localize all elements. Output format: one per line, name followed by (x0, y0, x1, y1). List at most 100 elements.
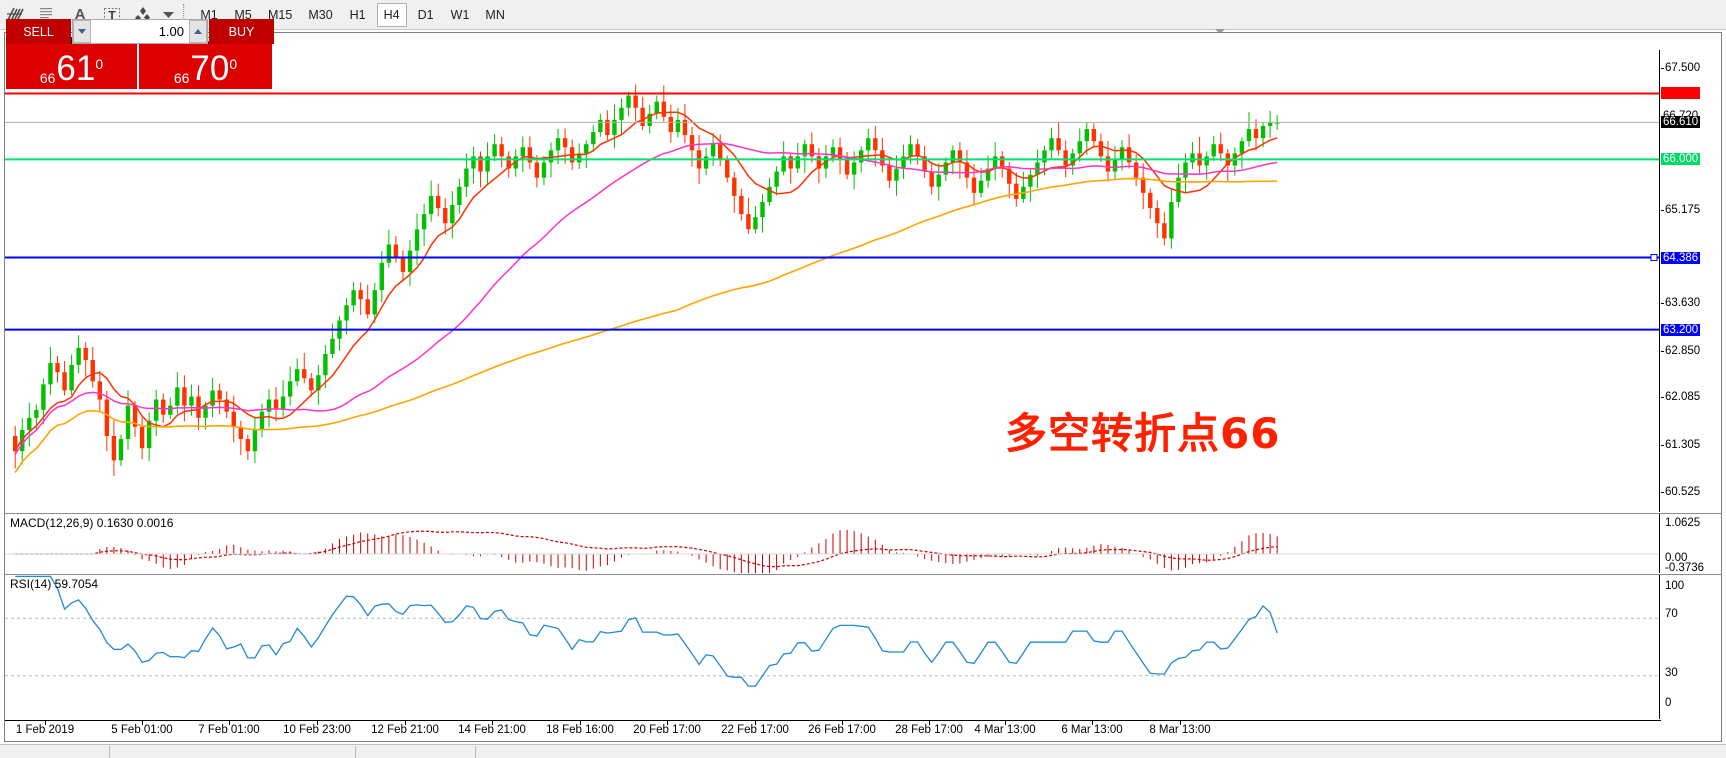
rsi-tick-label: 100 (1665, 580, 1685, 592)
time-axis-tick (580, 720, 581, 725)
sell-price-display[interactable]: 66 61 0 (6, 44, 139, 89)
price-tick-label: 62.850 (1665, 344, 1701, 357)
time-axis-tick (229, 720, 230, 725)
time-axis-label: 6 Mar 13:00 (1061, 724, 1123, 736)
sell-price-big: 61 (56, 49, 96, 88)
price-tick (1661, 68, 1664, 70)
buy-price-display[interactable]: 66 70 0 (139, 44, 272, 89)
price-tick-label: 65.175 (1665, 203, 1701, 216)
rsi-axis[interactable]: 100 70 30 0 (1659, 575, 1721, 719)
price-plot-area[interactable] (5, 50, 1721, 512)
time-axis-label: 1 Feb 2019 (15, 724, 75, 736)
price-tick-label: 60.525 (1665, 486, 1701, 499)
time-axis-label: 28 Feb 17:00 (895, 724, 963, 736)
one-click-top-row: SELL 1.00 BUY (6, 19, 274, 44)
chart-window: UKOil-,H4 66.610 66.670 66.550 66.610 67… (4, 32, 1722, 742)
chevron-down-icon (78, 29, 86, 34)
macd-chart-svg (5, 529, 1659, 573)
price-tick-label: 67.500 (1665, 62, 1701, 75)
volume-increase-button[interactable] (189, 20, 207, 43)
price-tick (1661, 209, 1664, 211)
price-tick (1661, 444, 1664, 446)
time-axis-label: 14 Feb 21:00 (458, 724, 526, 736)
time-axis-label: 26 Feb 17:00 (808, 724, 876, 736)
time-axis-label: 12 Feb 21:00 (371, 724, 439, 736)
timeframe-m1[interactable]: M1 (200, 7, 218, 22)
sell-price-fraction: 0 (95, 56, 104, 72)
status-cell (476, 745, 1726, 758)
price-tick (1661, 350, 1664, 352)
price-pane: 67.500 65.175 63.630 62.850 62.085 61.305 60.5… (5, 50, 1721, 512)
macd-label: MACD(12,26,9) 0.1630 0.0016 (10, 516, 174, 530)
dropdown-arrow-icon[interactable] (160, 1, 176, 29)
svg-text:T: T (108, 8, 116, 22)
rsi-tick-label: 30 (1665, 667, 1678, 679)
time-axis-tick (1092, 720, 1093, 725)
timeframe-d1[interactable]: D1 (417, 7, 434, 22)
time-axis-tick (405, 720, 406, 725)
time-axis-tick (142, 720, 143, 725)
rsi-tick-label: 70 (1665, 608, 1678, 620)
timeframe-m15[interactable]: M15 (268, 7, 293, 22)
macd-tick-label: 0.00 (1665, 552, 1688, 564)
time-axis-label: 20 Feb 17:00 (633, 724, 701, 736)
rsi-plot-area[interactable] (5, 575, 1721, 719)
price-tick-label: 61.305 (1665, 438, 1701, 451)
time-axis-label: 7 Feb 01:00 (198, 724, 260, 736)
level-price-tag[interactable]: 66.000 (1661, 153, 1701, 166)
price-tick-label: 63.630 (1665, 297, 1701, 310)
level-price-tag[interactable]: 67.085 (1661, 87, 1701, 100)
pane-splitter-handle[interactable] (1215, 29, 1225, 34)
chevron-up-icon (194, 29, 202, 34)
time-axis-label: 8 Mar 13:00 (1149, 724, 1211, 736)
buy-price-big: 70 (190, 49, 230, 88)
time-axis-tick (45, 720, 46, 725)
buy-price-fraction: 0 (229, 56, 238, 72)
one-click-price-row: 66 61 0 66 70 0 (6, 44, 274, 89)
price-tick (1661, 492, 1664, 494)
time-axis-label: 5 Feb 01:00 (111, 724, 173, 736)
status-cell (0, 745, 110, 758)
last-price-tag[interactable]: 66.610 (1661, 116, 1701, 129)
buy-button[interactable]: BUY (209, 19, 274, 44)
time-axis-label: 22 Feb 17:00 (721, 724, 789, 736)
status-cell (110, 745, 116, 758)
timeframe-mn[interactable]: MN (485, 7, 505, 22)
timeframe-w1[interactable]: W1 (450, 7, 470, 22)
volume-decrease-button[interactable] (73, 20, 91, 43)
time-axis-tick (1180, 720, 1181, 725)
rsi-chart-svg (5, 575, 1659, 687)
price-tick (1661, 397, 1664, 399)
timeframe-h4[interactable]: H4 (376, 2, 407, 27)
timeframe-m30[interactable]: M30 (308, 7, 333, 22)
macd-plot-area[interactable] (5, 514, 1721, 573)
time-axis-tick (755, 720, 756, 725)
time-axis-label: 18 Feb 16:00 (546, 724, 614, 736)
time-axis-tick (929, 720, 930, 725)
level-price-tag[interactable]: 63.200 (1661, 323, 1701, 336)
status-cell (116, 745, 356, 758)
volume-stepper[interactable]: 1.00 (72, 19, 208, 44)
time-axis-tick (667, 720, 668, 725)
price-axis[interactable]: 67.500 65.175 63.630 62.850 62.085 61.305 60.5… (1659, 50, 1721, 512)
macd-pane: MACD(12,26,9) 0.1630 0.0016 1.0625 0.00 … (5, 513, 1721, 574)
sell-button[interactable]: SELL (6, 19, 71, 44)
sell-price-prefix: 66 (39, 70, 56, 86)
rsi-tick-label: 0 (1665, 697, 1672, 709)
timeframe-m5[interactable]: M5 (234, 7, 252, 22)
one-click-trading-panel: SELL 1.00 BUY 66 61 0 66 70 0 (6, 19, 274, 89)
price-tick (1661, 303, 1664, 305)
level-price-tag[interactable]: 64.386 (1661, 251, 1701, 264)
toolbar-separator (183, 3, 185, 26)
time-axis[interactable]: 1 Feb 2019 5 Feb 01:00 7 Feb 01:00 10 Feb 2… (5, 720, 1661, 744)
price-tick-label: 62.085 (1665, 391, 1701, 404)
timeframe-h1[interactable]: H1 (349, 7, 366, 22)
text-label-icon[interactable]: T (96, 1, 128, 29)
chart-annotation: 多空转折点66 (1005, 409, 1281, 458)
text-icon[interactable]: A (74, 6, 86, 23)
status-cell (356, 745, 476, 758)
price-chart-svg (5, 84, 1659, 476)
time-axis-label: 4 Mar 13:00 (974, 724, 1036, 736)
volume-input[interactable]: 1.00 (91, 20, 189, 43)
macd-axis[interactable]: 1.0625 0.00 -0.3736 (1659, 514, 1721, 574)
